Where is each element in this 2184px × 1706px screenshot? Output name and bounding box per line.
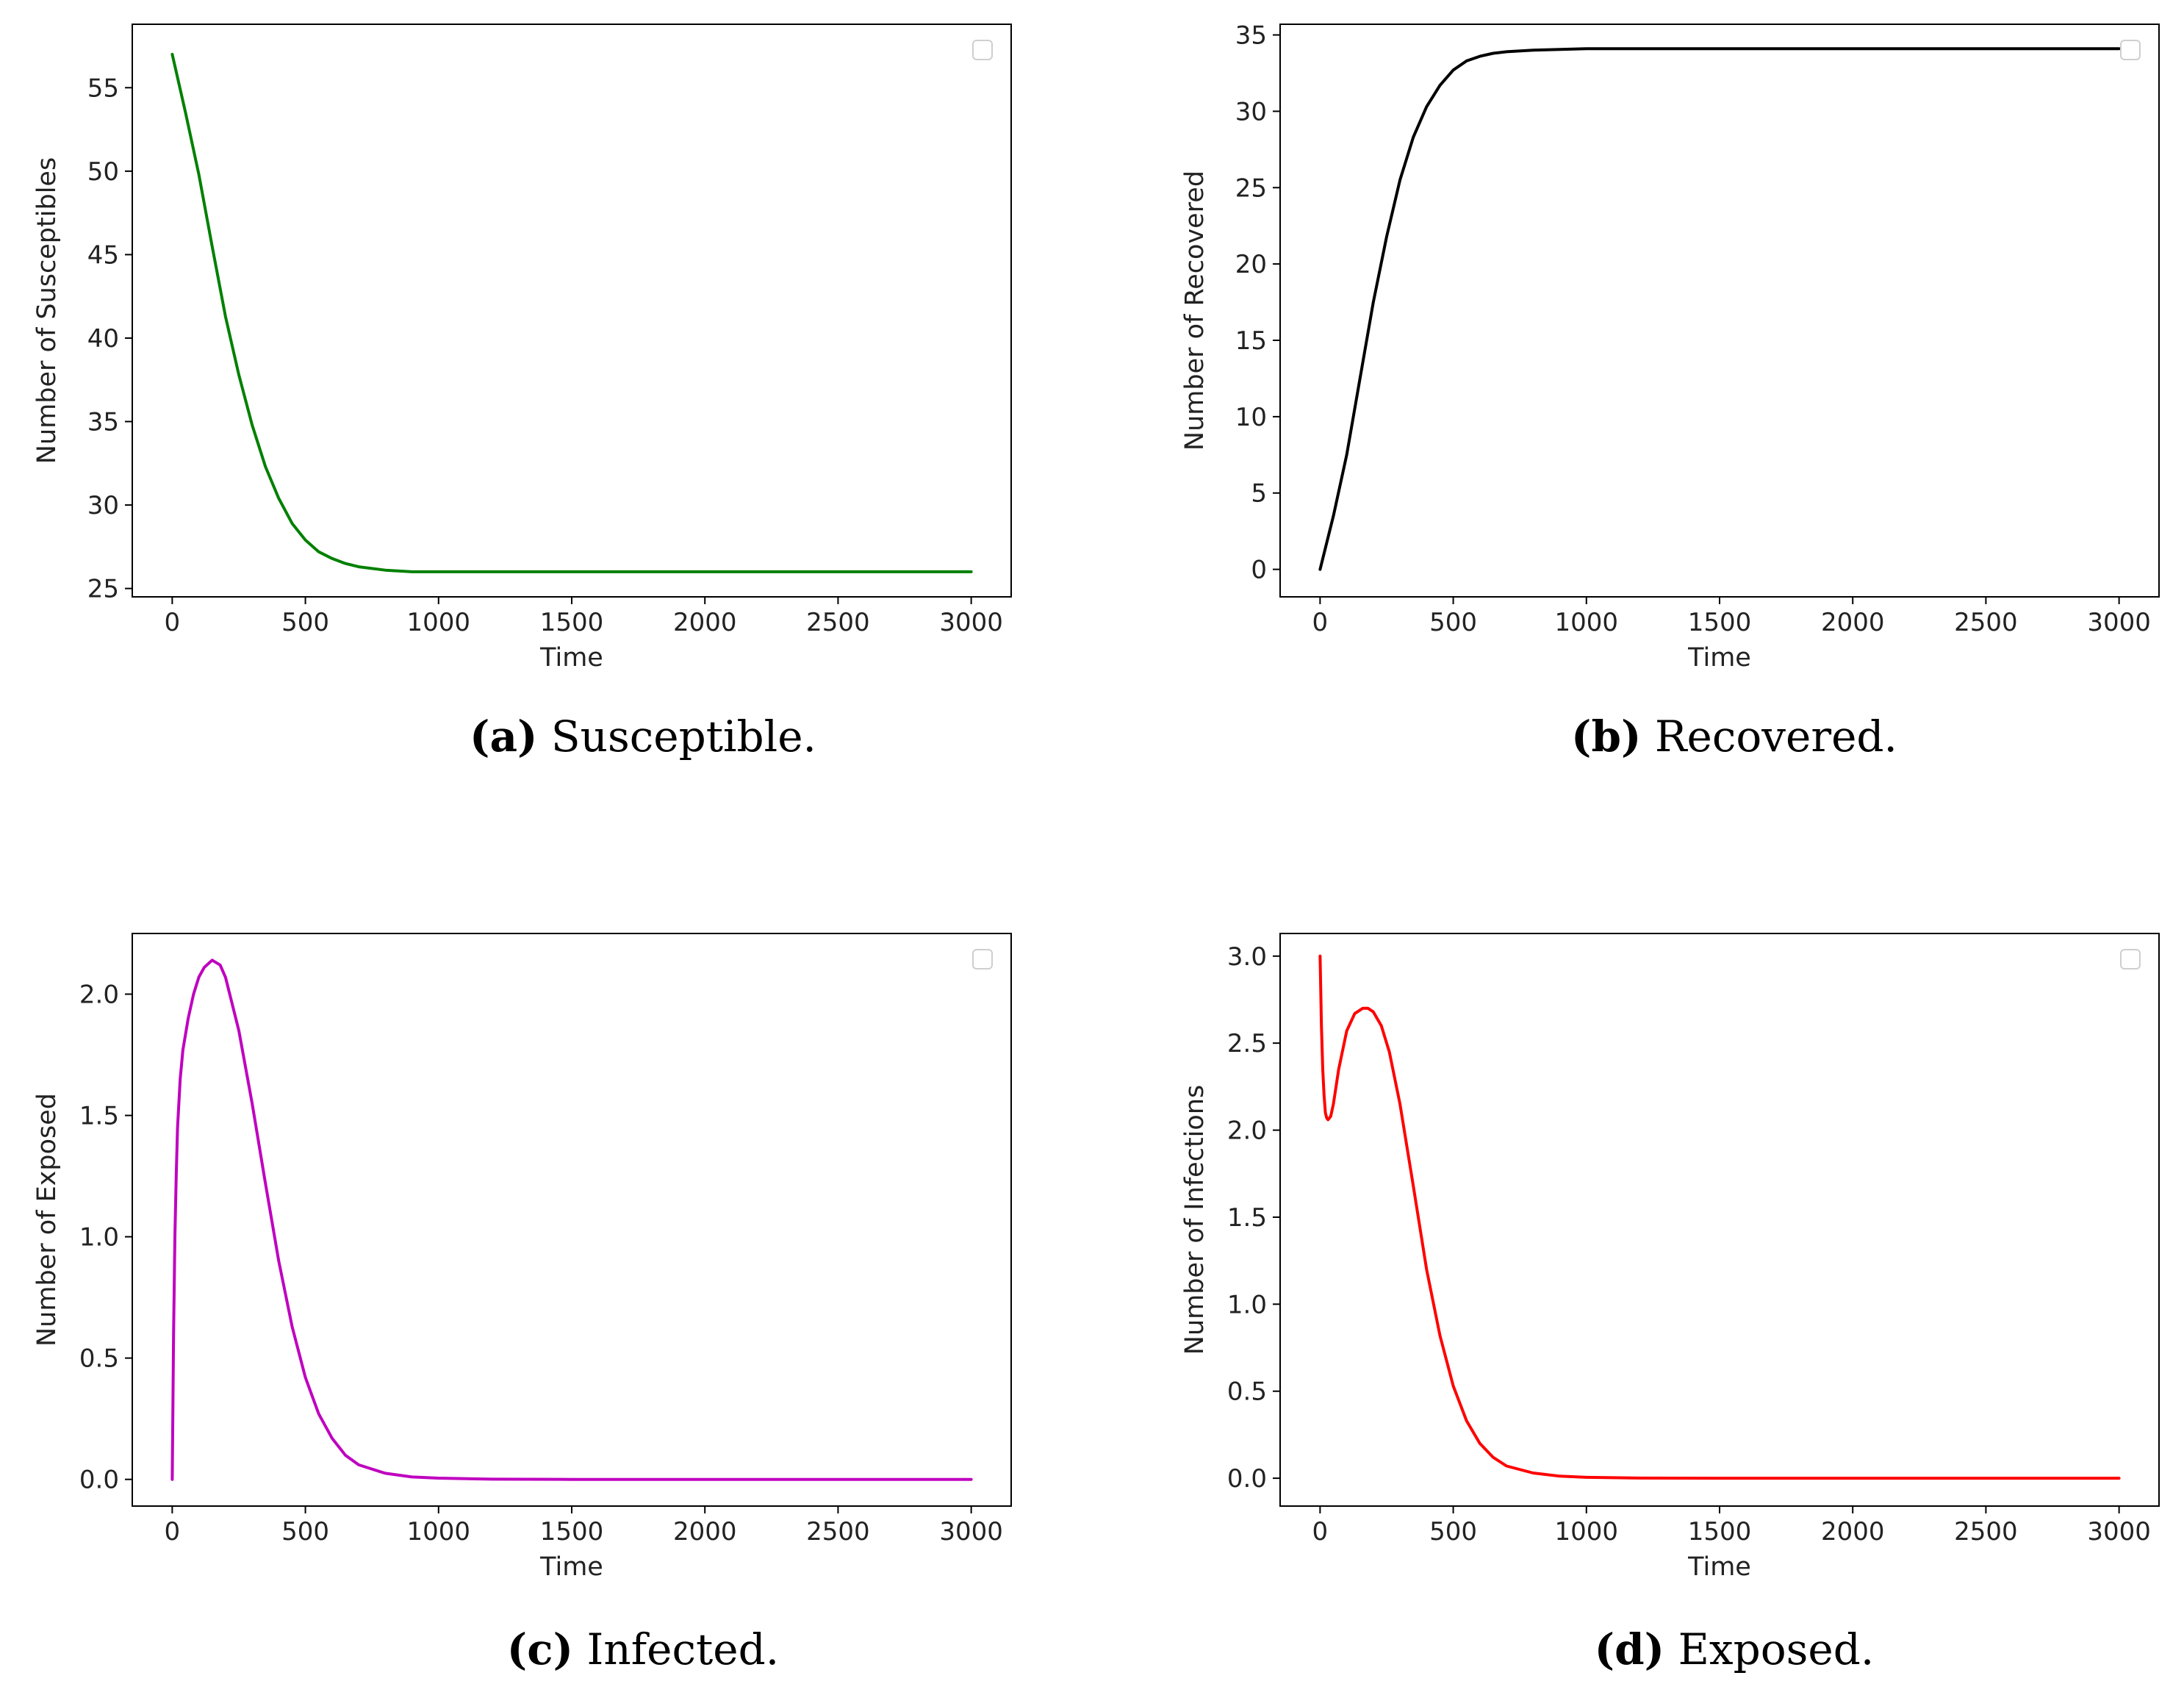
caption-a-letter: (a) bbox=[470, 712, 538, 761]
plot-frame bbox=[132, 933, 1012, 1507]
x-axis-label: Time bbox=[539, 643, 603, 673]
y-tick-label: 5 bbox=[1251, 479, 1267, 509]
chart-d: 0 500 1000 1500 2000 2500 3000 0.0 0.5 1.0 1.5 2.0 2… bbox=[1180, 933, 2160, 1582]
x-tick-label: 3000 bbox=[939, 608, 1003, 637]
y-tick-label: 0 bbox=[1251, 556, 1267, 585]
y-tick-label: 40 bbox=[87, 324, 119, 354]
y-tick-label: 30 bbox=[1235, 97, 1267, 126]
x-tick-label: 500 bbox=[281, 608, 329, 637]
y-tick-label: 0.5 bbox=[1227, 1377, 1267, 1407]
y-tick-label: 3.0 bbox=[1227, 942, 1267, 972]
chart-a: 0 500 1000 1500 2000 2500 3000 25 30 35 40 45 50 55 Ti… bbox=[32, 24, 1012, 673]
x-tick-label: 500 bbox=[281, 1517, 329, 1546]
plot-frame bbox=[1279, 933, 2160, 1507]
x-tick-label: 0 bbox=[165, 608, 181, 637]
caption-a: (a) Susceptible. bbox=[470, 712, 816, 761]
x-tick-label: 3000 bbox=[939, 1517, 1003, 1546]
x-tick-label: 2000 bbox=[1821, 1517, 1885, 1546]
y-tick-label: 25 bbox=[1235, 173, 1267, 203]
x-tick-label: 2500 bbox=[806, 1517, 870, 1546]
y-axis-label: Number of Recovered bbox=[1180, 171, 1210, 451]
caption-b-text: Recovered. bbox=[1641, 712, 1897, 761]
x-axis-label: Time bbox=[1687, 1552, 1751, 1582]
series-line-b bbox=[1318, 47, 2121, 571]
caption-d-letter: (d) bbox=[1594, 1624, 1665, 1674]
y-tick-label: 55 bbox=[87, 74, 119, 103]
y-tick-label: 50 bbox=[87, 157, 119, 187]
y-tick-label: 0.5 bbox=[79, 1344, 119, 1374]
legend-box bbox=[2120, 949, 2141, 970]
caption-c-letter: (c) bbox=[506, 1624, 574, 1674]
y-tick-label: 1.0 bbox=[79, 1223, 119, 1252]
y-tick-label: 35 bbox=[1235, 21, 1267, 51]
x-tick-label: 1500 bbox=[540, 1517, 604, 1546]
x-tick-label: 3000 bbox=[2087, 608, 2151, 637]
x-tick-label: 2000 bbox=[673, 608, 737, 637]
x-tick-label: 1000 bbox=[1555, 1517, 1619, 1546]
plot-frame bbox=[1279, 24, 2160, 598]
y-tick-label: 25 bbox=[87, 575, 119, 604]
y-tick-label: 10 bbox=[1235, 403, 1267, 432]
y-tick-label: 1.5 bbox=[79, 1102, 119, 1131]
y-tick-label: 0.0 bbox=[79, 1466, 119, 1495]
y-axis-label: Number of Susceptibles bbox=[32, 157, 62, 464]
y-tick-label: 15 bbox=[1235, 326, 1267, 356]
caption-b: (b) Recovered. bbox=[1571, 712, 1897, 761]
caption-c-text: Infected. bbox=[573, 1624, 780, 1674]
caption-b-letter: (b) bbox=[1571, 712, 1642, 761]
x-axis-label: Time bbox=[539, 1552, 603, 1582]
x-tick-label: 2500 bbox=[806, 608, 870, 637]
y-tick-label: 30 bbox=[87, 491, 119, 520]
series-line-a bbox=[170, 52, 973, 573]
y-axis-label: Number of Exposed bbox=[32, 1093, 62, 1347]
y-tick-label: 20 bbox=[1235, 250, 1267, 279]
caption-d-text: Exposed. bbox=[1664, 1624, 1875, 1674]
y-tick-label: 2.0 bbox=[79, 981, 119, 1010]
y-tick-label: 2.5 bbox=[1227, 1029, 1267, 1058]
caption-c: (c) Infected. bbox=[507, 1624, 779, 1674]
x-tick-label: 500 bbox=[1429, 608, 1477, 637]
x-tick-label: 2500 bbox=[1954, 608, 2018, 637]
x-tick-label: 500 bbox=[1429, 1517, 1477, 1546]
x-tick-label: 0 bbox=[1312, 1517, 1329, 1546]
chart-b: 0 500 1000 1500 2000 2500 3000 0 5 10 15 20 25 30 35 Ti… bbox=[1180, 21, 2160, 673]
x-tick-label: 1500 bbox=[540, 608, 604, 637]
x-tick-label: 1500 bbox=[1688, 1517, 1752, 1546]
series-line-d bbox=[1318, 954, 2121, 1480]
caption-a-text: Susceptible. bbox=[537, 712, 816, 761]
series-line-c bbox=[170, 958, 973, 1481]
caption-d: (d) Exposed. bbox=[1595, 1624, 1875, 1674]
plot-frame bbox=[132, 24, 1012, 598]
x-tick-label: 1000 bbox=[1555, 608, 1619, 637]
x-tick-label: 1000 bbox=[407, 608, 471, 637]
x-tick-label: 0 bbox=[1312, 608, 1329, 637]
x-axis-label: Time bbox=[1687, 643, 1751, 673]
y-axis-label: Number of Infections bbox=[1180, 1085, 1210, 1355]
y-tick-label: 0.0 bbox=[1227, 1464, 1267, 1494]
x-tick-label: 0 bbox=[165, 1517, 181, 1546]
legend-box bbox=[972, 949, 993, 970]
x-tick-label: 1500 bbox=[1688, 608, 1752, 637]
legend-box bbox=[2120, 40, 2141, 60]
y-tick-label: 45 bbox=[87, 240, 119, 270]
x-tick-label: 1000 bbox=[407, 1517, 471, 1546]
legend-box bbox=[972, 40, 993, 60]
x-tick-label: 2500 bbox=[1954, 1517, 2018, 1546]
y-tick-label: 1.5 bbox=[1227, 1203, 1267, 1233]
y-tick-label: 1.0 bbox=[1227, 1290, 1267, 1319]
x-tick-label: 3000 bbox=[2087, 1517, 2151, 1546]
chart-c: 0 500 1000 1500 2000 2500 3000 0.0 0.5 1.0 1.5 2.0 T… bbox=[32, 933, 1012, 1582]
x-tick-label: 2000 bbox=[673, 1517, 737, 1546]
x-tick-label: 2000 bbox=[1821, 608, 1885, 637]
y-tick-label: 2.0 bbox=[1227, 1117, 1267, 1146]
y-tick-label: 35 bbox=[87, 408, 119, 437]
